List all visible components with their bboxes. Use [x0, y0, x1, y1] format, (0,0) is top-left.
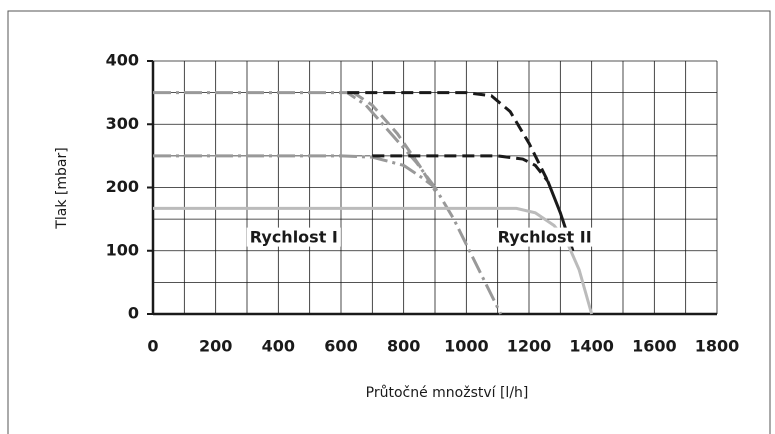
annotation: Rychlost I [250, 228, 338, 247]
x-tick-label: 0 [147, 337, 158, 356]
x-tick-label: 200 [199, 337, 232, 356]
series-line [352, 91, 437, 192]
x-tick-label: 1800 [695, 337, 740, 356]
frame [7, 10, 771, 434]
y-tick-label: 300 [106, 114, 139, 133]
y-tick-label: 200 [106, 177, 139, 196]
x-axis-label: Průtočné množství [l/h] [366, 385, 529, 401]
y-tick-label: 100 [106, 240, 139, 259]
x-tick-label: 600 [324, 337, 357, 356]
annotation-bg [494, 227, 595, 247]
x-tick-label: 1200 [507, 337, 552, 356]
x-tick-label: 1400 [569, 337, 614, 356]
series-line [153, 206, 594, 315]
x-tick-label: 1000 [444, 337, 489, 356]
y-tick-label: 400 [106, 51, 139, 70]
x-tick-label: 1600 [632, 337, 677, 356]
annotation-bg [246, 227, 341, 247]
annotation: Rychlost II [498, 228, 592, 247]
series-line [153, 91, 503, 315]
series-line [372, 154, 549, 183]
series-line [347, 91, 550, 182]
y-axis-label: Tlak [mbar] [54, 147, 70, 229]
y-tick-label: 0 [128, 304, 139, 323]
x-tick-label: 800 [387, 337, 420, 356]
x-tick-label: 400 [262, 337, 295, 356]
series-line [153, 154, 436, 189]
